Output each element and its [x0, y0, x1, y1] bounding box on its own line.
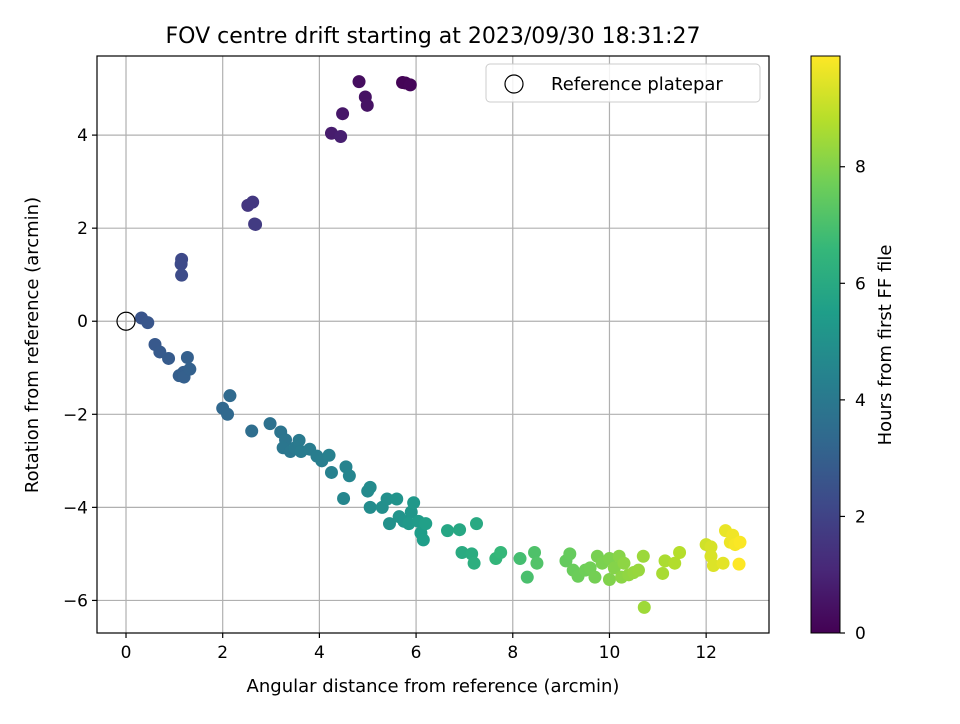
colorbar-tick-label: 0 — [855, 624, 866, 644]
colorbar: 0 2 4 6 8 Hours from first FF file — [810, 55, 896, 644]
scatter-point — [607, 561, 621, 575]
scatter-point — [494, 545, 508, 559]
scatter-point — [453, 523, 467, 537]
colorbar-ticks: 0 2 4 6 8 — [840, 158, 866, 644]
colorbar-tick-label: 2 — [855, 507, 866, 527]
scatter-point — [352, 75, 366, 89]
scatter-point — [180, 351, 194, 365]
x-tick-label: 8 — [507, 643, 518, 663]
scatter-point — [563, 547, 577, 561]
y-tick-label: −4 — [63, 498, 88, 518]
scatter-point — [162, 351, 176, 365]
legend-frame — [485, 63, 761, 103]
scatter-point — [668, 556, 682, 570]
x-tick-label: 4 — [314, 643, 325, 663]
scatter-point — [360, 98, 374, 112]
scatter-point — [617, 556, 631, 570]
plot-frame — [96, 55, 770, 634]
scatter-point — [733, 535, 747, 549]
y-tick-label: −6 — [63, 591, 88, 611]
scatter-point — [470, 517, 484, 531]
scatter-point — [673, 545, 687, 559]
scatter-point — [513, 552, 527, 566]
scatter-point — [656, 566, 670, 580]
x-tick-label: 0 — [121, 643, 132, 663]
legend-reference-marker — [504, 74, 524, 94]
scatter-point — [380, 492, 394, 506]
scatter-point — [336, 107, 350, 121]
scatter-point — [175, 268, 189, 282]
legend: Reference platepar — [485, 63, 761, 103]
scatter-point — [467, 556, 481, 570]
scatter-point — [221, 407, 235, 421]
y-tick-label: −2 — [63, 405, 88, 425]
scatter-point — [403, 78, 417, 92]
colorbar-gradient — [810, 55, 841, 634]
scatter-point — [520, 570, 534, 584]
x-tick-label: 6 — [411, 643, 422, 663]
grid — [97, 56, 769, 633]
axis-ticks: 0 2 4 6 8 10 12 −6 −4 −2 0 2 4 — [63, 126, 717, 663]
reference-layer — [116, 311, 136, 331]
scatter-point — [342, 469, 356, 483]
x-axis-label: Angular distance from reference (arcmin) — [247, 676, 620, 697]
x-tick-label: 12 — [695, 643, 717, 663]
scatter-point — [263, 417, 277, 431]
scatter-point — [602, 572, 616, 586]
chart-title: FOV centre drift starting at 2023/09/30 … — [166, 24, 701, 49]
y-axis-label: Rotation from reference (arcmin) — [22, 197, 43, 493]
scatter-point — [528, 545, 542, 559]
scatter-point — [588, 570, 602, 584]
scatter-point — [631, 563, 645, 577]
scatter-point — [441, 524, 455, 538]
x-tick-label: 10 — [599, 643, 621, 663]
scatter-point — [716, 556, 730, 570]
scatter-point — [407, 496, 421, 510]
legend-entry-label: Reference platepar — [551, 74, 723, 95]
colorbar-tick-label: 4 — [855, 391, 866, 411]
scatter-point — [636, 549, 650, 563]
y-tick-label: 2 — [77, 219, 88, 239]
scatter-point — [322, 448, 336, 462]
scatter-point — [455, 545, 469, 559]
scatter-point — [141, 316, 155, 330]
scatter-point — [363, 500, 377, 514]
scatter-point — [363, 480, 377, 494]
scatter-point — [337, 492, 351, 506]
scatter-point — [334, 130, 348, 144]
scatter-points — [134, 75, 747, 614]
y-tick-label: 0 — [77, 312, 88, 332]
scatter-point — [416, 533, 430, 547]
colorbar-label: Hours from first FF file — [875, 245, 896, 446]
scatter-point — [246, 195, 260, 209]
scatter-point — [419, 517, 433, 531]
reference-platepar-marker — [116, 311, 136, 331]
scatter-point — [732, 557, 746, 571]
y-tick-label: 4 — [77, 126, 88, 146]
scatter-point — [382, 517, 396, 531]
scatter-point — [390, 492, 404, 506]
colorbar-tick-label: 8 — [855, 158, 866, 178]
scatter-point — [245, 424, 259, 438]
scatter-point — [704, 540, 718, 554]
scatter-point — [292, 433, 306, 447]
scatter-point — [174, 257, 188, 271]
x-tick-label: 2 — [217, 643, 228, 663]
scatter-point — [324, 465, 338, 479]
scatter-point — [530, 556, 544, 570]
scatter-point — [183, 362, 197, 376]
colorbar-tick-label: 6 — [855, 274, 866, 294]
scatter-point — [637, 600, 651, 614]
scatter-point — [249, 217, 263, 231]
scatter-point — [223, 389, 237, 403]
